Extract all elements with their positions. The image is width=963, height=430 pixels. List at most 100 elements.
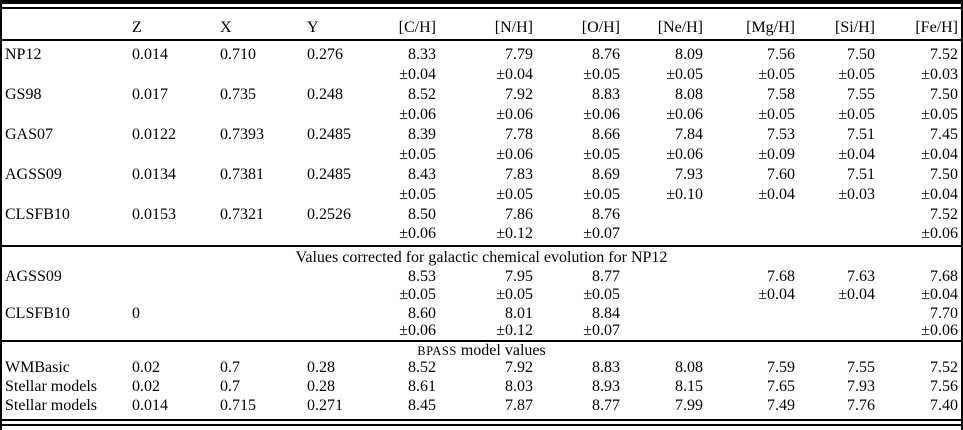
table-cell [623,206,706,226]
table-cell: 7.95 [505,267,533,285]
column-header-si-h: [Si/H] [798,9,878,41]
table-cell: 8.93 [592,378,620,395]
table-cell: ±0.05 [838,106,875,123]
table-row: AGSS09 8.53 7.95 8.77 7.68 7.63 7.68 [2,267,961,286]
column-header-label [2,9,124,41]
table-cell: 0.0122 [132,126,176,143]
table-cell: 8.53 [408,267,436,285]
table-cell: 7.51 [847,126,875,143]
table-cell [623,267,706,286]
table-cell: 8.76 [592,46,620,63]
table-cell: 8.84 [592,304,620,322]
table-cell: 7.63 [847,267,875,285]
table-cell: 7.83 [505,166,533,183]
table-cell: ±0.06 [666,146,703,163]
table-cell [299,286,374,305]
table-row: ±0.05 ±0.05 ±0.05 ±0.10 ±0.04 ±0.03 ±0.04 [2,186,961,206]
table-cell [299,304,374,323]
table-cell: 7.40 [930,397,958,414]
column-header-mg-h: [Mg/H] [706,9,798,41]
table-cell: 7.51 [847,166,875,183]
column-header-o-h: [O/H] [536,9,623,41]
table-cell: 0.02 [132,359,160,376]
table-cell [212,286,299,305]
table-cell: 0.248 [307,86,343,103]
table-cell: ±0.06 [496,106,533,123]
table-cell: 7.50 [847,46,875,63]
table-row: CLSFB10 0.0153 0.7321 0.2526 8.50 7.86 8.76 7.5… [2,206,961,226]
table-cell [299,267,374,286]
table-cell: 8.52 [408,86,436,103]
table-cell [2,66,124,86]
table-cell: 7.55 [847,86,875,103]
table-cell: 0.014 [132,46,168,63]
table-cell: ±0.04 [399,66,436,83]
table-cell: ±0.05 [399,286,436,303]
table-cell [706,206,798,226]
table-cell: 0.7381 [220,166,264,183]
table-row: CLSFB10 0 8.60 8.01 8.84 7.70 [2,304,961,323]
bpass-title-rest: model values [456,341,546,359]
table-cell: 8.60 [408,304,436,322]
table-cell: ±0.06 [583,106,620,123]
table-cell [212,304,299,323]
table-cell: 7.99 [675,397,703,414]
table-cell: ±0.05 [758,66,795,83]
table-cell: 0.2526 [307,206,351,223]
table-cell: ±0.05 [758,106,795,123]
table-cell [299,186,374,206]
table-cell [2,106,124,126]
table-cell: 7.50 [930,86,958,103]
table-cell: 0.2485 [307,166,351,183]
table-row: ±0.06 ±0.12 ±0.07 ±0.06 [2,226,961,246]
table-cell [798,323,878,342]
section-title-row: Values corrected for galactic chemical e… [2,245,961,267]
table-cell: ±0.03 [921,66,958,83]
table-cell: 7.92 [505,359,533,376]
section-solar-abundance-rows: NP12 0.014 0.710 0.276 8.33 7.79 8.76 8.09 7.56 7… [2,40,961,246]
table-cell [2,186,124,206]
table-cell: 0.017 [132,86,168,103]
top-rule-thin [2,7,961,9]
table-cell: 7.59 [767,359,795,376]
table-cell [2,286,124,305]
column-header-c-h: [C/H] [374,9,439,41]
table-cell: 0 [132,304,140,322]
table-cell: 0.715 [220,397,256,414]
abundance-table: Z X Y [C/H] [N/H] [O/H] [Ne/H] [Mg/H] [S… [2,9,961,416]
table-cell: ±0.06 [399,226,436,242]
table-cell: 0.7 [220,378,240,395]
table-cell [2,146,124,166]
table-cell: 8.09 [675,46,703,63]
table-cell: 7.56 [767,46,795,63]
table-cell [212,323,299,342]
table-cell [2,323,124,342]
table-cell: 7.79 [505,46,533,63]
table-cell [212,106,299,126]
table-cell: ±0.04 [921,286,958,303]
table-cell: 7.76 [847,397,875,414]
table-row: ±0.04 ±0.04 ±0.05 ±0.05 ±0.05 ±0.05 ±0.03 [2,66,961,86]
table-row: NP12 0.014 0.710 0.276 8.33 7.79 8.76 8.09 7.56 7… [2,40,961,66]
top-rule-thick [2,0,961,4]
column-header-fe-h: [Fe/H] [878,9,961,41]
table-cell: 8.15 [675,378,703,395]
bottom-rule-upper [2,419,961,421]
table-cell [299,226,374,246]
table-cell: ±0.05 [838,66,875,83]
table-cell [623,304,706,323]
table-cell [124,146,212,166]
table-cell [212,226,299,246]
bpass-smallcaps-text: BPASS [417,343,457,358]
table-cell: 8.52 [408,359,436,376]
table-cell [124,226,212,246]
table-cell: 8.50 [408,206,436,223]
table-cell [299,106,374,126]
table-cell: ±0.06 [666,106,703,123]
table-cell: ±0.04 [496,66,533,83]
table-cell: ±0.05 [583,66,620,83]
column-header-n-h: [N/H] [439,9,536,41]
table-cell: ±0.04 [758,186,795,203]
table-cell: 7.93 [847,378,875,395]
